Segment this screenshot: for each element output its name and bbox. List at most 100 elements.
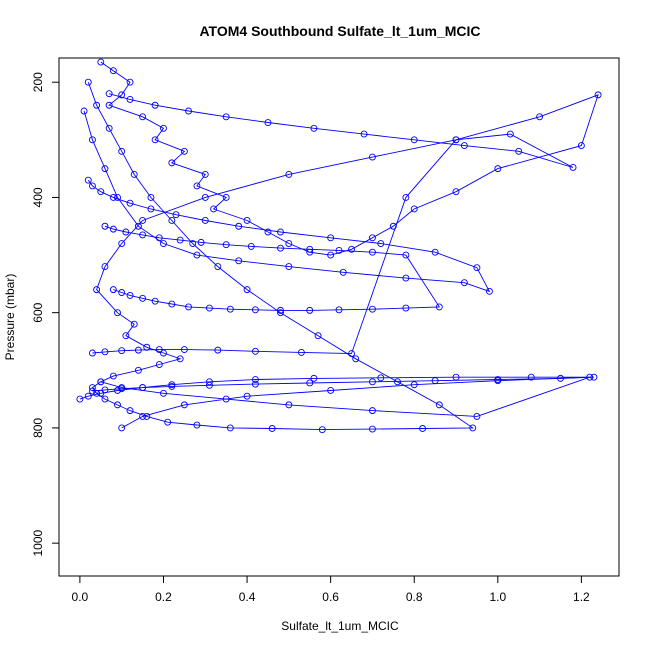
data-point [352,355,360,363]
data-point [101,348,109,356]
data-point [515,147,523,155]
data-point [235,222,243,230]
data-point [214,346,222,354]
data-point [84,176,92,184]
data-point [118,289,126,296]
y-tick-label: 400 [31,187,45,207]
data-point [460,279,468,287]
data-point [118,424,126,432]
data-point [185,107,193,115]
data-point [101,222,109,230]
data-point [431,248,439,256]
data-point [151,136,159,144]
data-point [180,147,188,155]
data-point [197,238,205,246]
data-point [264,119,272,126]
data-point [134,222,142,230]
data-point [139,113,147,121]
data-point [222,241,230,249]
data-point [88,136,96,144]
data-point [114,309,121,317]
data-point [243,392,251,400]
data-point [435,303,443,311]
data-point [172,211,180,219]
data-point [176,236,184,244]
data-point [368,153,376,161]
data-point [210,205,218,213]
data-point [160,240,167,247]
data-point [277,244,284,252]
data-point [155,346,163,354]
data-point [569,164,577,171]
data-point [88,182,96,190]
data-point [235,257,243,265]
data-point [243,286,251,294]
x-tick-label: 1.2 [573,590,590,604]
y-tick-label: 600 [31,302,45,322]
x-tick-label: 0.0 [72,590,89,604]
series-line-3 [83,110,491,293]
data-point [348,245,355,253]
x-tick-label: 0.2 [155,590,172,604]
data-point [189,240,197,247]
data-point [251,347,259,355]
data-point [297,348,305,356]
data-point [193,421,201,429]
data-point [118,240,126,247]
data-point [226,424,234,432]
data-point [419,425,427,432]
data-point [348,350,355,358]
data-point [185,303,193,311]
data-point [577,142,585,150]
data-point [285,240,293,247]
data-point [101,395,109,403]
data-point [527,373,535,381]
data-point [114,401,121,409]
data-point [164,418,172,426]
series-line-2 [87,82,475,431]
data-point [494,376,502,383]
data-point [134,346,142,354]
data-point [201,170,209,178]
data-point [193,182,201,190]
data-point [168,217,176,224]
data-point [93,286,101,294]
x-axis: 0.0 0.2 0.4 0.6 0.8 1.0 1.2 [72,575,590,604]
data-point [402,193,410,201]
data-point [126,96,134,103]
data-point [118,347,126,355]
data-point [109,372,117,380]
x-tick-label: 0.6 [322,590,339,604]
data-point [327,387,335,394]
data-point [176,355,184,363]
data-point [109,193,117,201]
data-point [222,193,230,201]
data-point [368,407,376,415]
data-point [590,373,598,381]
x-tick-label: 1.0 [489,590,506,604]
data-point [251,380,259,388]
data-point [88,349,96,357]
data-point [101,386,109,394]
data-point [126,78,134,86]
data-point [93,101,101,109]
data-point [314,332,322,340]
data-point [557,374,564,382]
data-point [473,412,481,420]
data-point [335,306,343,314]
data-point [402,304,410,312]
data-point [214,263,222,271]
data-point [84,78,92,86]
data-point [101,263,109,271]
data-point [494,165,502,173]
data-point [222,113,230,121]
data-point [205,381,213,389]
data-point [147,193,155,201]
data-point [377,374,385,382]
data-point [264,228,272,236]
data-point [327,234,335,242]
x-axis-label: Sulfate_lt_1um_MCIC [281,619,399,633]
data-point [410,205,418,213]
data-point [155,361,163,368]
data-point [168,159,176,167]
